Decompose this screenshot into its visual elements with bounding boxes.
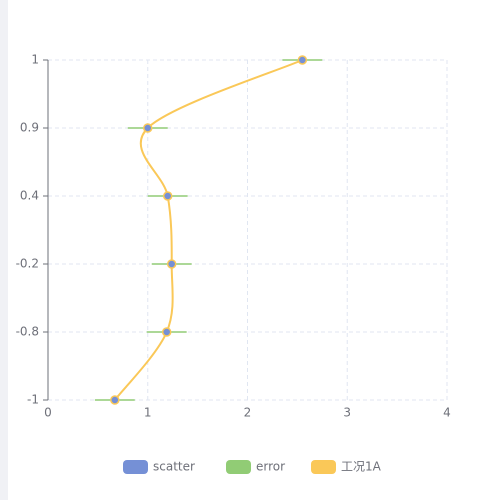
legend-label: error (256, 460, 285, 474)
point (143, 123, 153, 133)
x-tick-label: 3 (343, 406, 351, 420)
legend-label: 工况1A (341, 460, 382, 474)
legend-swatch (123, 460, 148, 474)
point (110, 395, 120, 405)
y-tick-label: 0.9 (20, 121, 39, 135)
point (166, 259, 177, 269)
x-tick-label: 0 (44, 406, 52, 420)
y-tick-label: -0.2 (16, 257, 39, 271)
y-tick-label: 1 (31, 53, 39, 67)
point (162, 191, 173, 201)
x-tick-label: 2 (244, 406, 252, 420)
x-tick-label: 1 (144, 406, 152, 420)
line (114, 59, 303, 401)
side-strip (0, 0, 8, 500)
legend-swatch (226, 460, 251, 474)
point (161, 327, 172, 337)
legend-swatch (311, 460, 336, 474)
y-tick-label: -0.8 (16, 325, 39, 339)
legend-label: scatter (153, 460, 195, 474)
y-tick-label: 0.4 (20, 189, 39, 203)
point (297, 55, 308, 65)
x-tick-label: 4 (443, 406, 451, 420)
y-tick-label: -1 (27, 393, 39, 407)
